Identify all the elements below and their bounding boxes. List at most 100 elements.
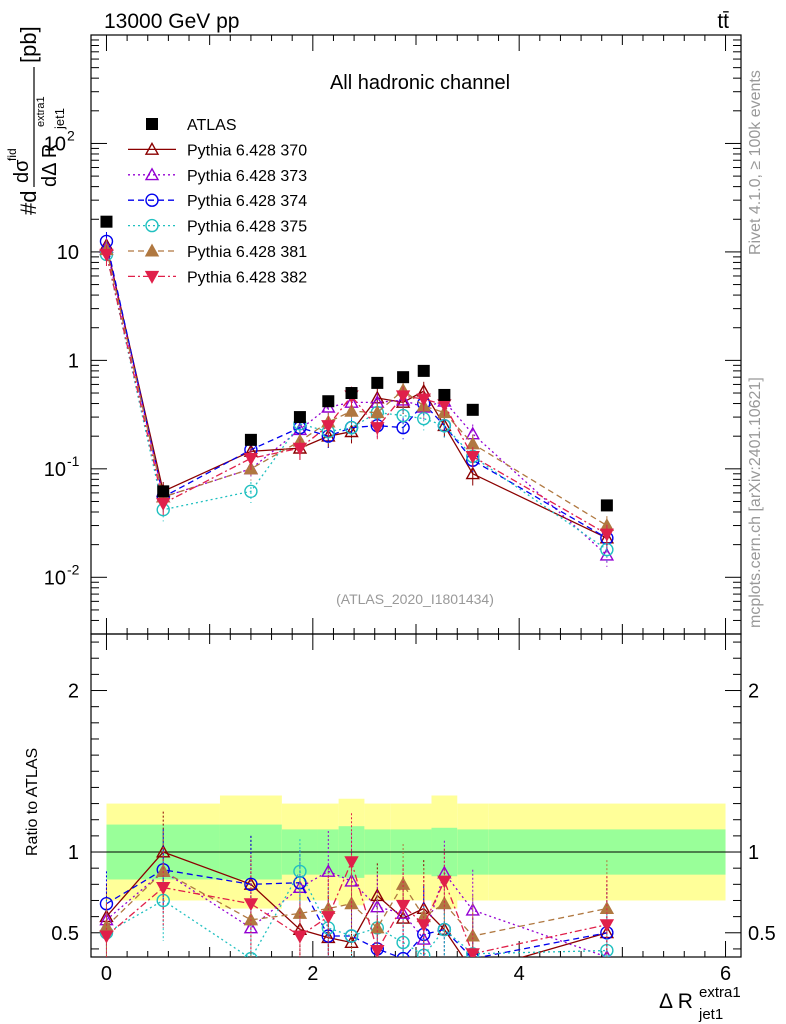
data-point — [438, 388, 451, 401]
data-point — [465, 466, 480, 480]
ratio-data-point — [465, 928, 480, 942]
analysis-id-label: (ATLAS_2020_I1801434) — [336, 591, 494, 607]
data-point — [416, 393, 431, 407]
mcplots-label: mcplots.cern.ch [arXiv:2401.10621] — [747, 377, 764, 628]
ratio-data-point — [467, 966, 479, 977]
data-point — [100, 215, 113, 228]
ratio-series-line — [106, 870, 607, 957]
ratio-y-tick-label: 2 — [68, 681, 79, 703]
legend-label: Pythia 6.428 375 — [187, 219, 307, 236]
ratio-plot-frame — [90, 633, 742, 958]
data-point — [292, 442, 308, 456]
header-process-label: tt̄ — [717, 10, 729, 33]
xlabel-sub: jet1 — [698, 1006, 723, 1023]
data-point — [344, 424, 359, 438]
ratio-data-point — [396, 935, 410, 950]
series-atlas — [100, 215, 613, 512]
ratio-series-line — [106, 859, 608, 955]
legend-label: Pythia 6.428 381 — [187, 244, 307, 261]
series-line — [105, 241, 608, 539]
legend-label: ATLAS — [187, 117, 237, 134]
ratio-series-group — [99, 811, 615, 977]
ratio-data-point — [370, 945, 385, 957]
y-tick-label-exp: -1 — [67, 453, 80, 469]
data-point — [599, 528, 615, 542]
data-point — [417, 364, 430, 377]
ylabel-hash-d: #d — [16, 191, 41, 215]
series-line — [105, 254, 608, 551]
data-point — [396, 408, 410, 423]
ratio-frame-rect — [90, 633, 742, 958]
ratio-y-axis-label: Ratio to ATLAS — [24, 748, 41, 856]
ratio-data-point — [396, 951, 410, 957]
ratio-data-point — [437, 896, 452, 910]
xlabel-sup: extra1 — [699, 984, 741, 1001]
data-point — [397, 371, 410, 384]
legend-marker — [146, 118, 158, 130]
data-point — [600, 499, 613, 512]
data-point — [157, 485, 170, 498]
ylabel-denominator: dΔ R — [39, 144, 61, 187]
legend-entry: Pythia 6.428 373 — [128, 167, 307, 185]
data-point — [244, 484, 258, 499]
ratio-series-pythia-6-428-382 — [99, 813, 615, 957]
legend-marker — [144, 167, 160, 181]
ylabel-numerator: dσ — [11, 159, 33, 183]
data-point — [371, 376, 384, 389]
series-line — [105, 254, 608, 535]
legend: ATLAS Pythia 6.428 370 Pythia 6.428 373 Pyt… — [128, 117, 307, 286]
ratio-data-point — [344, 856, 359, 870]
data-point — [370, 405, 385, 419]
ratio-data-point — [321, 911, 336, 925]
legend-marker — [144, 270, 160, 284]
legend-entry: Pythia 6.428 370 — [128, 141, 307, 159]
x-tick-label: 0 — [101, 963, 112, 985]
legend-entry: ATLAS — [146, 117, 237, 134]
data-point — [322, 395, 335, 408]
legend-label: Pythia 6.428 373 — [187, 168, 307, 185]
main-series-group — [99, 215, 615, 567]
ratio-data-point — [156, 882, 171, 895]
legend-label: Pythia 6.428 382 — [187, 269, 307, 286]
legend-marker — [145, 193, 159, 207]
legend-label: Pythia 6.428 374 — [187, 193, 307, 210]
ylabel-denominator-sup: extra1 — [35, 96, 47, 127]
legend-label: Pythia 6.428 370 — [187, 142, 307, 159]
ratio-y-tick-label: 0.5 — [51, 923, 79, 945]
xlabel-main: Δ R — [659, 990, 693, 1013]
ratio-data-point — [293, 864, 307, 879]
data-point — [395, 390, 411, 404]
data-point — [466, 403, 479, 416]
data-point — [99, 248, 114, 262]
ratio-series-line — [106, 870, 608, 937]
ratio-data-point — [395, 899, 411, 913]
ratio-data-point — [437, 875, 452, 889]
data-point — [293, 411, 306, 424]
y-tick-label-exp: 2 — [67, 127, 75, 143]
main-y-axis-label: #d dσ fid dΔ R jet1 extra1 [pb] — [5, 26, 67, 215]
data-point — [321, 420, 336, 434]
x-tick-label: 2 — [307, 963, 318, 985]
data-point — [344, 403, 359, 417]
ylabel-denominator-sub: jet1 — [52, 108, 67, 130]
ratio-series-line — [106, 869, 607, 957]
ylabel-numerator-sup: fid — [5, 148, 19, 161]
ratio-y-tick-label-right: 0.5 — [748, 923, 776, 945]
ratio-series-line — [105, 851, 608, 957]
data-point — [344, 420, 359, 435]
data-point — [243, 452, 259, 466]
header-energy-label: 13000 GeV pp — [104, 10, 239, 33]
ratio-data-point — [416, 919, 431, 933]
ratio-data-point — [99, 930, 114, 944]
ratio-data-point — [465, 948, 480, 957]
legend-entry: Pythia 6.428 374 — [128, 193, 307, 210]
y-tick-label: 10 — [57, 242, 79, 264]
legend-entry: Pythia 6.428 375 — [128, 219, 307, 236]
x-axis-label: Δ R extra1 jet1 — [659, 984, 741, 1023]
legend-marker — [144, 243, 160, 257]
y-tick-label: 10 — [44, 133, 66, 155]
data-point — [465, 450, 480, 464]
y-tick-label: 10 — [44, 459, 66, 481]
legend-marker — [144, 141, 160, 155]
